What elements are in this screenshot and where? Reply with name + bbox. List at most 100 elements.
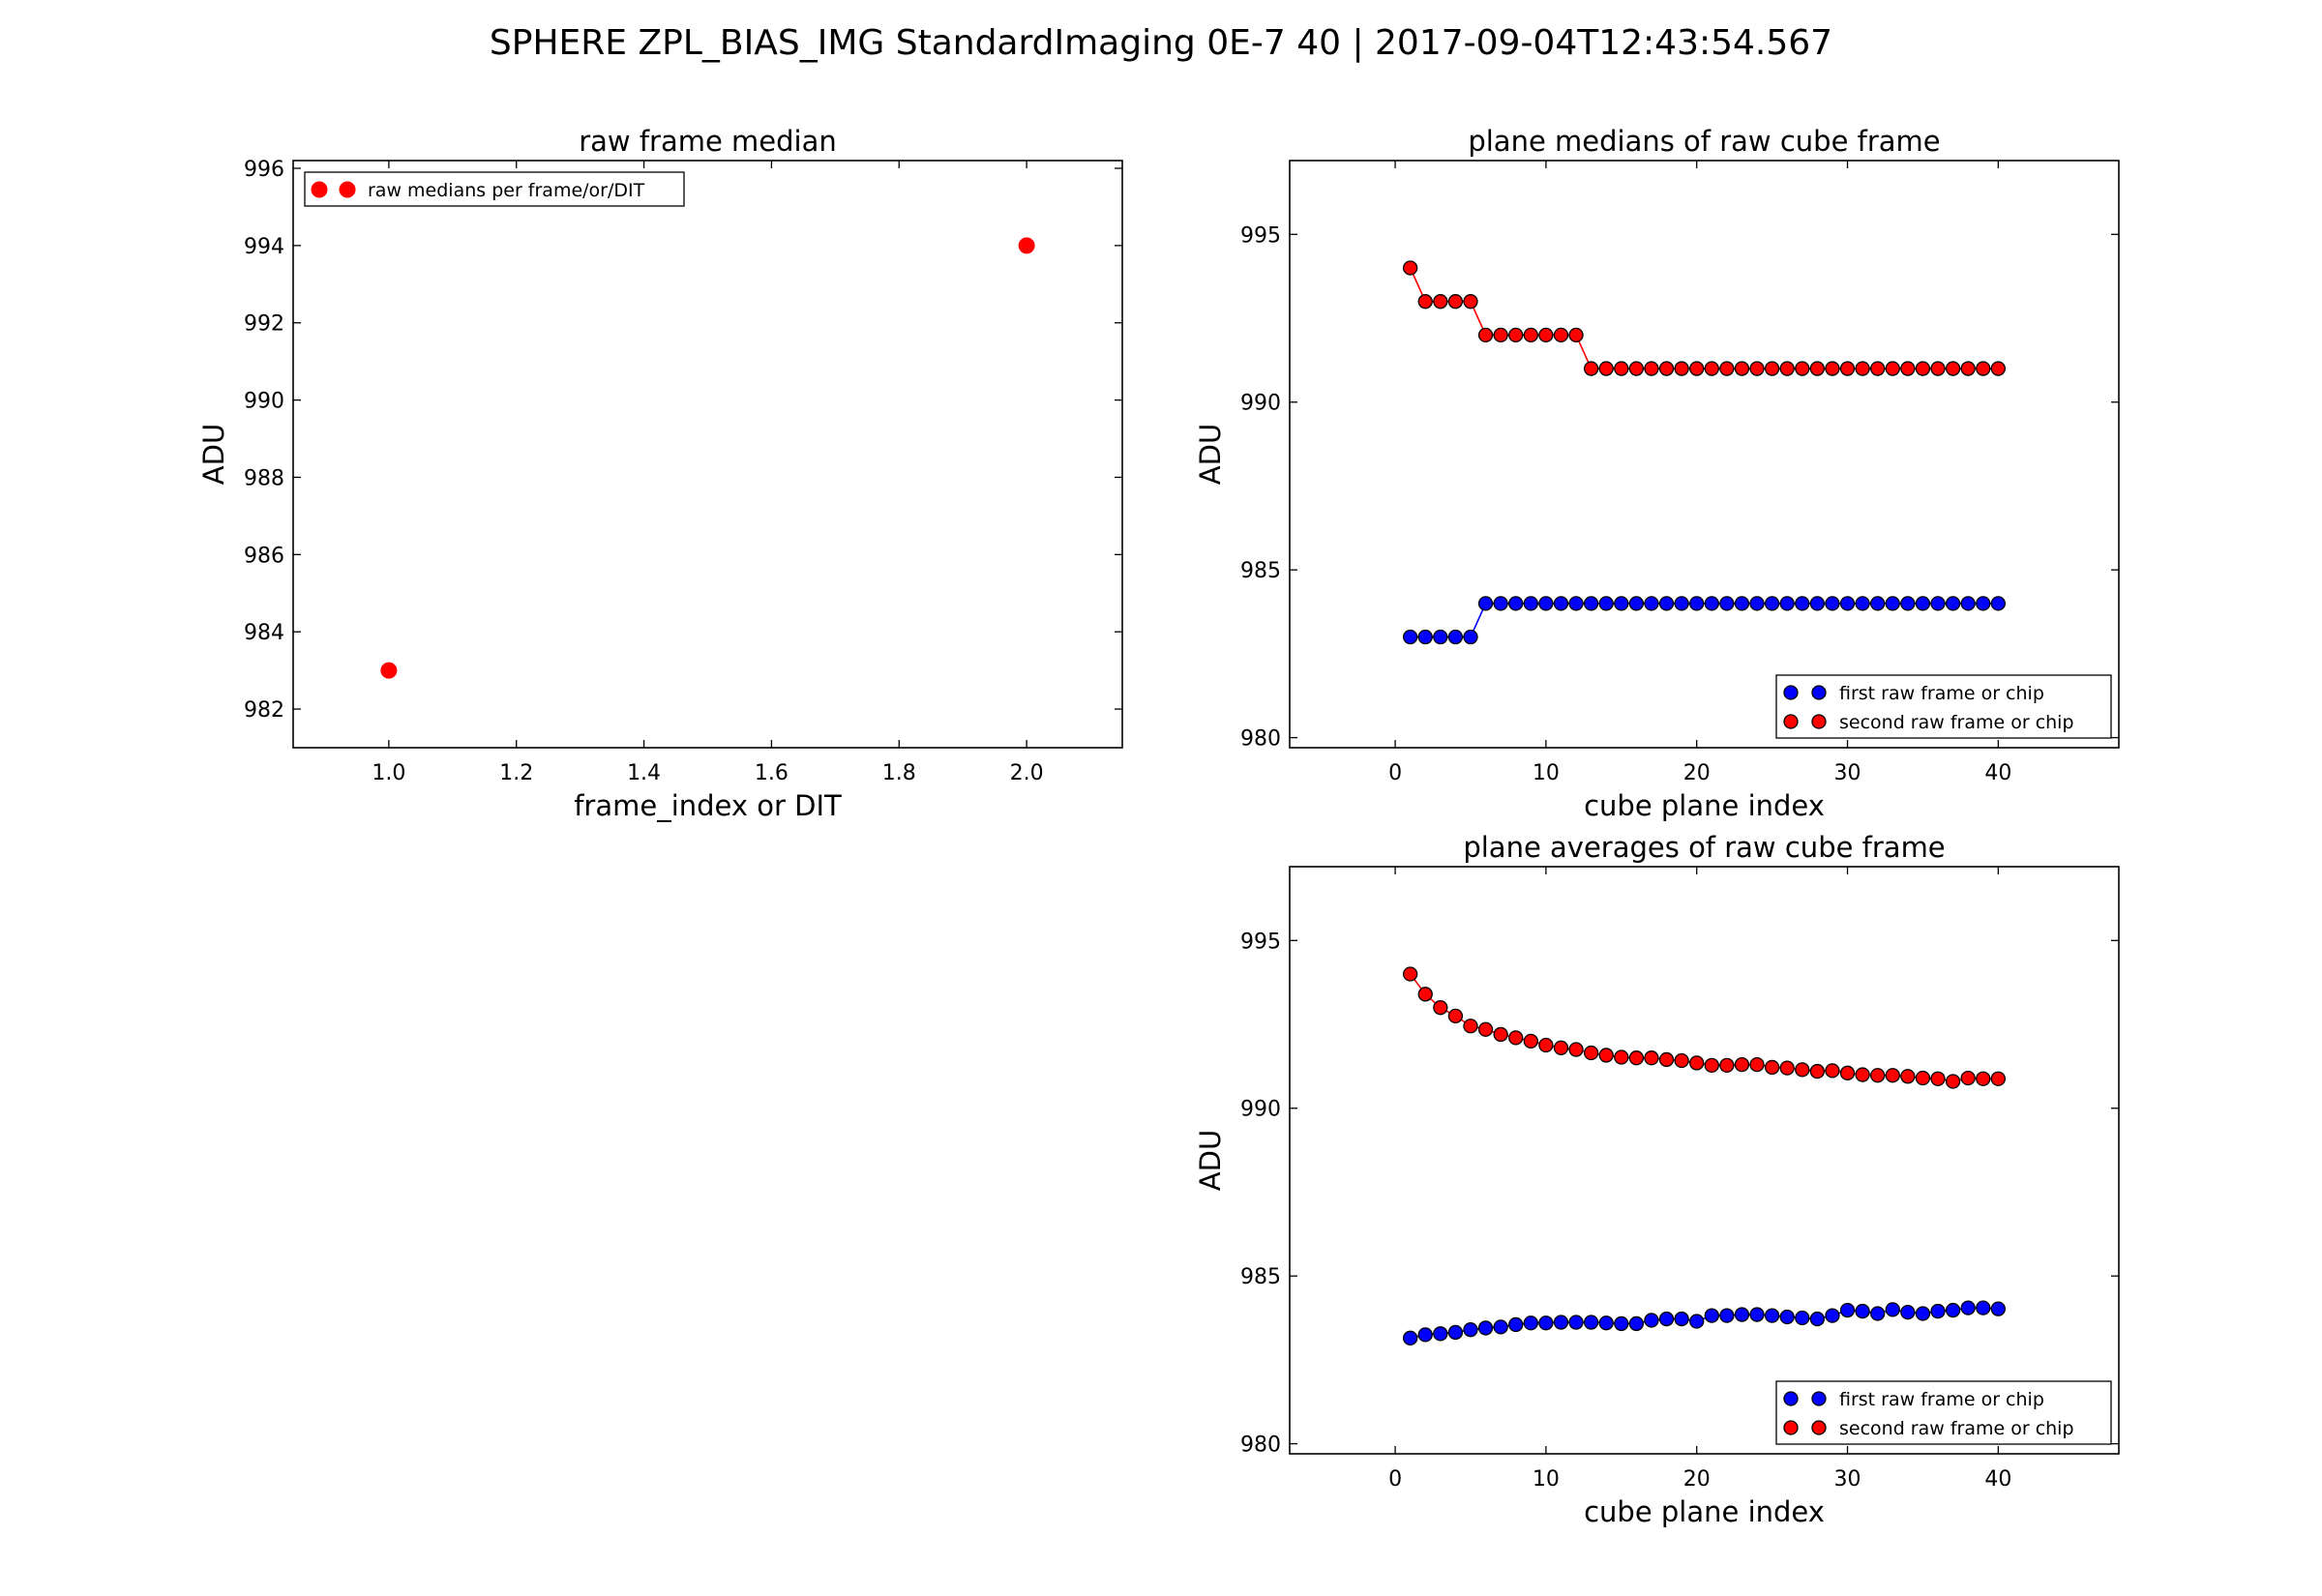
data-point (1493, 1319, 1508, 1335)
data-point (1553, 1040, 1569, 1055)
y-tick-label: 980 (1240, 1433, 1281, 1458)
chart-title: raw frame median (579, 125, 837, 158)
data-point (1568, 1042, 1584, 1057)
data-point (1855, 1067, 1870, 1082)
data-point (1447, 294, 1464, 310)
data-point (1885, 361, 1900, 376)
data-point (1749, 1056, 1765, 1073)
data-point (1463, 294, 1478, 310)
data-point (1583, 1045, 1599, 1061)
data-point (1960, 596, 1976, 611)
x-tick-label: 1.8 (882, 761, 916, 785)
data-point (1674, 596, 1689, 611)
data-point (1553, 1315, 1569, 1330)
data-point (1644, 361, 1659, 376)
data-point (1417, 629, 1433, 645)
legend: first raw frame or chip second raw frame … (1775, 1380, 2112, 1445)
x-tick-label: 30 (1834, 1467, 1861, 1492)
data-point (1990, 596, 2006, 611)
data-point (1825, 1063, 1840, 1079)
x-axis-label: cube plane index (1584, 1495, 1825, 1528)
data-point (1839, 1302, 1856, 1318)
data-point (1583, 361, 1599, 376)
data-point (1734, 1056, 1750, 1073)
plot-frame (1289, 160, 2120, 749)
data-point (1825, 596, 1840, 611)
data-point (1614, 596, 1629, 611)
y-tick-label: 985 (1240, 1265, 1281, 1289)
data-point (1689, 1055, 1705, 1071)
legend-label: raw medians per frame/or/DIT (368, 180, 645, 201)
data-point (1900, 1304, 1916, 1320)
data-point (1900, 1069, 1916, 1084)
data-point (1945, 361, 1961, 376)
data-point (1493, 596, 1508, 611)
data-point (1960, 361, 1976, 376)
data-point (1583, 596, 1599, 611)
data-point (1885, 1302, 1900, 1317)
data-point (1463, 1019, 1478, 1034)
data-point (1976, 596, 1991, 611)
data-point (1508, 327, 1524, 343)
data-point (1870, 1306, 1886, 1321)
x-axis-label: cube plane index (1584, 789, 1825, 822)
data-point (1477, 1320, 1494, 1336)
data-point (1825, 361, 1840, 376)
data-point (1930, 596, 1946, 611)
legend-marker (1783, 714, 1799, 729)
data-point (1403, 260, 1418, 276)
data-point (1825, 1308, 1840, 1323)
data-point (1417, 294, 1433, 310)
y-tick-label: 990 (1240, 392, 1281, 416)
data-point (1870, 1068, 1886, 1083)
data-point (1749, 361, 1765, 376)
data-point (1779, 361, 1795, 376)
data-point (1915, 361, 1931, 376)
plot-frame (1289, 866, 2120, 1455)
data-point (1568, 327, 1584, 343)
data-point (1734, 1307, 1750, 1322)
data-point (1839, 361, 1856, 376)
x-tick-label: 40 (1984, 761, 2011, 785)
data-point (1433, 629, 1448, 645)
data-point (1523, 1315, 1538, 1331)
data-point (1628, 1050, 1645, 1066)
data-point (1809, 361, 1826, 376)
data-point (1674, 1311, 1689, 1327)
figure-suptitle: SPHERE ZPL_BIAS_IMG StandardImaging 0E-7… (490, 23, 1832, 63)
x-tick-label: 0 (1388, 1467, 1402, 1492)
x-tick-label: 1.0 (372, 761, 405, 785)
data-point (1508, 1316, 1524, 1333)
data-point (1870, 596, 1886, 611)
data-point (1749, 596, 1765, 611)
y-tick-label: 995 (1240, 223, 1281, 248)
legend-box (1775, 674, 2112, 739)
data-point (1976, 361, 1991, 376)
data-point (1795, 1310, 1810, 1326)
x-tick-label: 20 (1683, 761, 1711, 785)
data-point (1018, 237, 1035, 254)
data-point (1945, 1302, 1961, 1318)
plot-area (380, 237, 1035, 679)
data-point (1990, 1301, 2006, 1316)
data-point (1553, 596, 1569, 611)
data-point (1809, 1063, 1826, 1079)
data-point (1945, 596, 1961, 611)
data-point (1764, 596, 1780, 611)
data-point (1447, 1008, 1464, 1024)
data-point (1870, 361, 1886, 376)
legend: first raw frame or chip second raw frame … (1775, 674, 2112, 739)
x-tick-label: 1.2 (499, 761, 533, 785)
data-point (1976, 1300, 1991, 1315)
data-point (380, 662, 398, 679)
data-point (1779, 596, 1795, 611)
data-point (1644, 596, 1659, 611)
data-point (1417, 987, 1433, 1002)
data-point (1704, 1308, 1719, 1323)
legend-marker (1811, 714, 1827, 729)
data-point (1795, 361, 1810, 376)
data-point (1779, 1309, 1795, 1325)
data-point (1403, 966, 1418, 982)
data-point (1628, 596, 1645, 611)
